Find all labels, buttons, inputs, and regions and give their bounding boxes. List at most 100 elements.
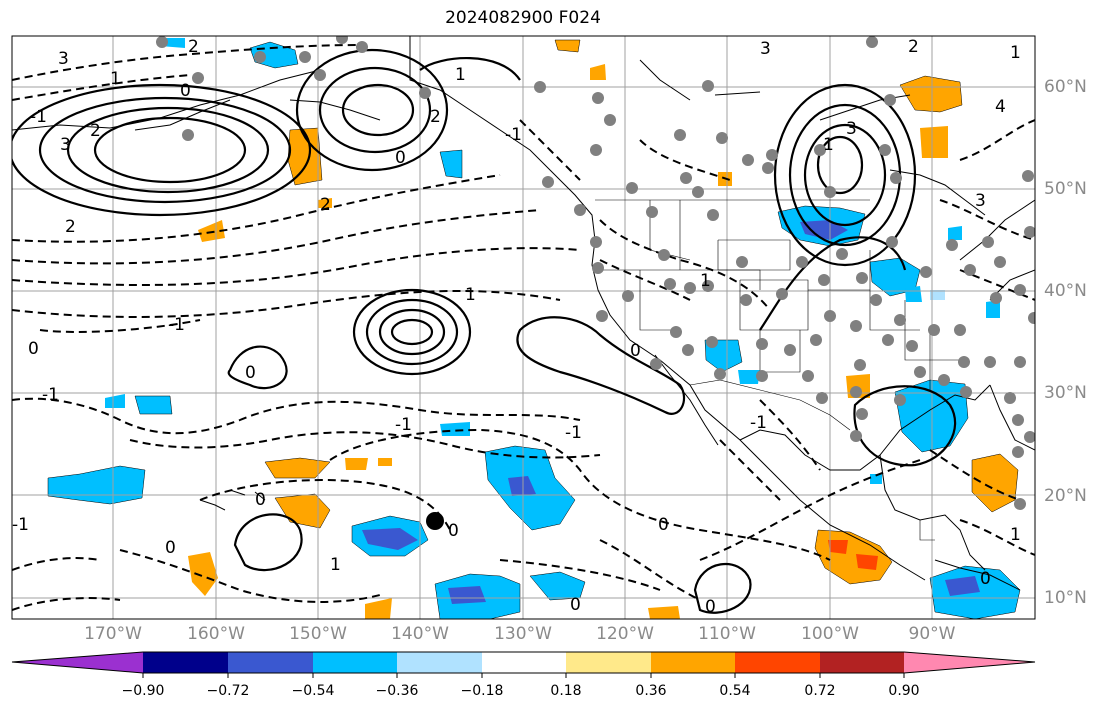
colorbar-tick-label: 0.72 [804, 683, 836, 699]
lon-label: 90°W [908, 624, 956, 644]
contour-label: -1 [12, 515, 29, 535]
colorbar-segment [397, 652, 482, 673]
contour-label: -1 [168, 315, 185, 335]
contour-label: 2 [65, 217, 76, 237]
contour-label: 3 [975, 191, 986, 211]
contour-label: 3 [60, 135, 71, 155]
colorbar-segment [12, 652, 143, 673]
colorbar-segment [904, 652, 1035, 673]
contours [12, 44, 1035, 614]
contour-label: 0 [705, 597, 716, 617]
contour-label: 1 [110, 69, 121, 89]
map-frame [11, 35, 1036, 620]
contour-label: -1 [42, 385, 59, 405]
contour-label: 2 [320, 195, 331, 215]
contour-label: 1 [455, 65, 466, 85]
lat-label: 40°N [1044, 281, 1087, 301]
contour-label: 0 [180, 81, 191, 101]
orange-area [198, 220, 225, 242]
colorbar-tick-label: 0.18 [550, 683, 582, 699]
colorbar-tick-label: −0.90 [121, 683, 165, 699]
orange-area [188, 552, 218, 596]
colorbar-tick-label: 0.36 [635, 683, 667, 699]
blue-area [105, 394, 125, 408]
contour-label: 4 [995, 97, 1006, 117]
lon-label: 120°W [596, 624, 654, 644]
contour-label: 0 [448, 521, 459, 541]
colorbar-segment [482, 652, 566, 673]
contour-label: 2 [188, 37, 199, 57]
contour-label: -1 [505, 125, 522, 145]
colorbar-segment [566, 652, 651, 673]
contour-label: 1 [1010, 43, 1021, 63]
colorbar-tick-label: 0.90 [888, 683, 920, 699]
contour-label: 1 [700, 271, 711, 291]
orange-area [899, 75, 963, 113]
map-title: 2024082900 F024 [445, 8, 601, 28]
lon-label: 130°W [494, 624, 552, 644]
lon-label: 110°W [698, 624, 756, 644]
contour-label: 0 [245, 363, 256, 383]
orange-area [365, 598, 392, 619]
orange-area [590, 64, 606, 80]
lon-label: 100°W [801, 624, 859, 644]
contour-label: 0 [165, 538, 176, 558]
colorbar-segment [820, 652, 904, 673]
contour-label: -1 [565, 423, 582, 443]
contour-label: 1 [330, 555, 341, 575]
contour-label: -1 [750, 413, 767, 433]
colorbar-segment [313, 652, 397, 673]
red-area [828, 540, 848, 554]
colorbar [11, 651, 1036, 678]
blue-area [439, 149, 463, 179]
contour-label: 0 [658, 515, 669, 535]
contour-label: 0 [395, 148, 406, 168]
orange-area [264, 457, 331, 479]
lat-label: 30°N [1044, 383, 1087, 403]
red-area [856, 554, 878, 570]
blue-area [704, 339, 743, 373]
station-dots [156, 36, 1035, 510]
contour-label: 3 [760, 39, 771, 59]
contour-label: 3 [58, 49, 69, 69]
lat-label: 60°N [1044, 77, 1087, 97]
lon-label: 160°W [187, 624, 245, 644]
orange-area [378, 458, 392, 466]
contour-label: -1 [30, 107, 47, 127]
colorbar-tick-label: −0.72 [206, 683, 250, 699]
orange-area [920, 126, 948, 158]
colorbar-segment [143, 652, 228, 673]
blue-area [738, 370, 760, 384]
contour-label: 0 [630, 341, 641, 361]
contour-labels: 3 2 1 0 -1 2 3 1 0 -1 2 1 0 -1 0 -1 -1 0… [12, 37, 1021, 617]
orange-area [648, 606, 680, 619]
contour-label: 0 [28, 339, 39, 359]
orange-area [318, 198, 332, 208]
blue-area [134, 395, 173, 415]
blue-area [440, 422, 470, 436]
blue-area [986, 300, 1000, 318]
contour-label: 0 [980, 569, 991, 589]
blue-area [930, 290, 945, 300]
lat-label: 50°N [1044, 179, 1087, 199]
contour-label: -1 [395, 415, 412, 435]
orange-area [345, 458, 368, 470]
lon-label: 170°W [84, 624, 142, 644]
blue-area [948, 226, 962, 240]
orange-area [971, 453, 1019, 513]
colorbar-segment [735, 652, 820, 673]
contour-label: 2 [430, 107, 441, 127]
orange-area [554, 39, 581, 53]
contour-label: 1 [1010, 525, 1021, 545]
contour-label: 0 [570, 595, 581, 615]
colorbar-tick-label: −0.54 [291, 683, 335, 699]
blue-area [529, 571, 586, 601]
contour-label: 0 [255, 490, 266, 510]
lon-label: 150°W [289, 624, 347, 644]
colorbar-segment [228, 652, 313, 673]
contour-label: 2 [90, 121, 101, 141]
dark-blue-area [448, 586, 486, 604]
contour-label: 1 [465, 285, 476, 305]
dark-blue-area [800, 220, 848, 240]
